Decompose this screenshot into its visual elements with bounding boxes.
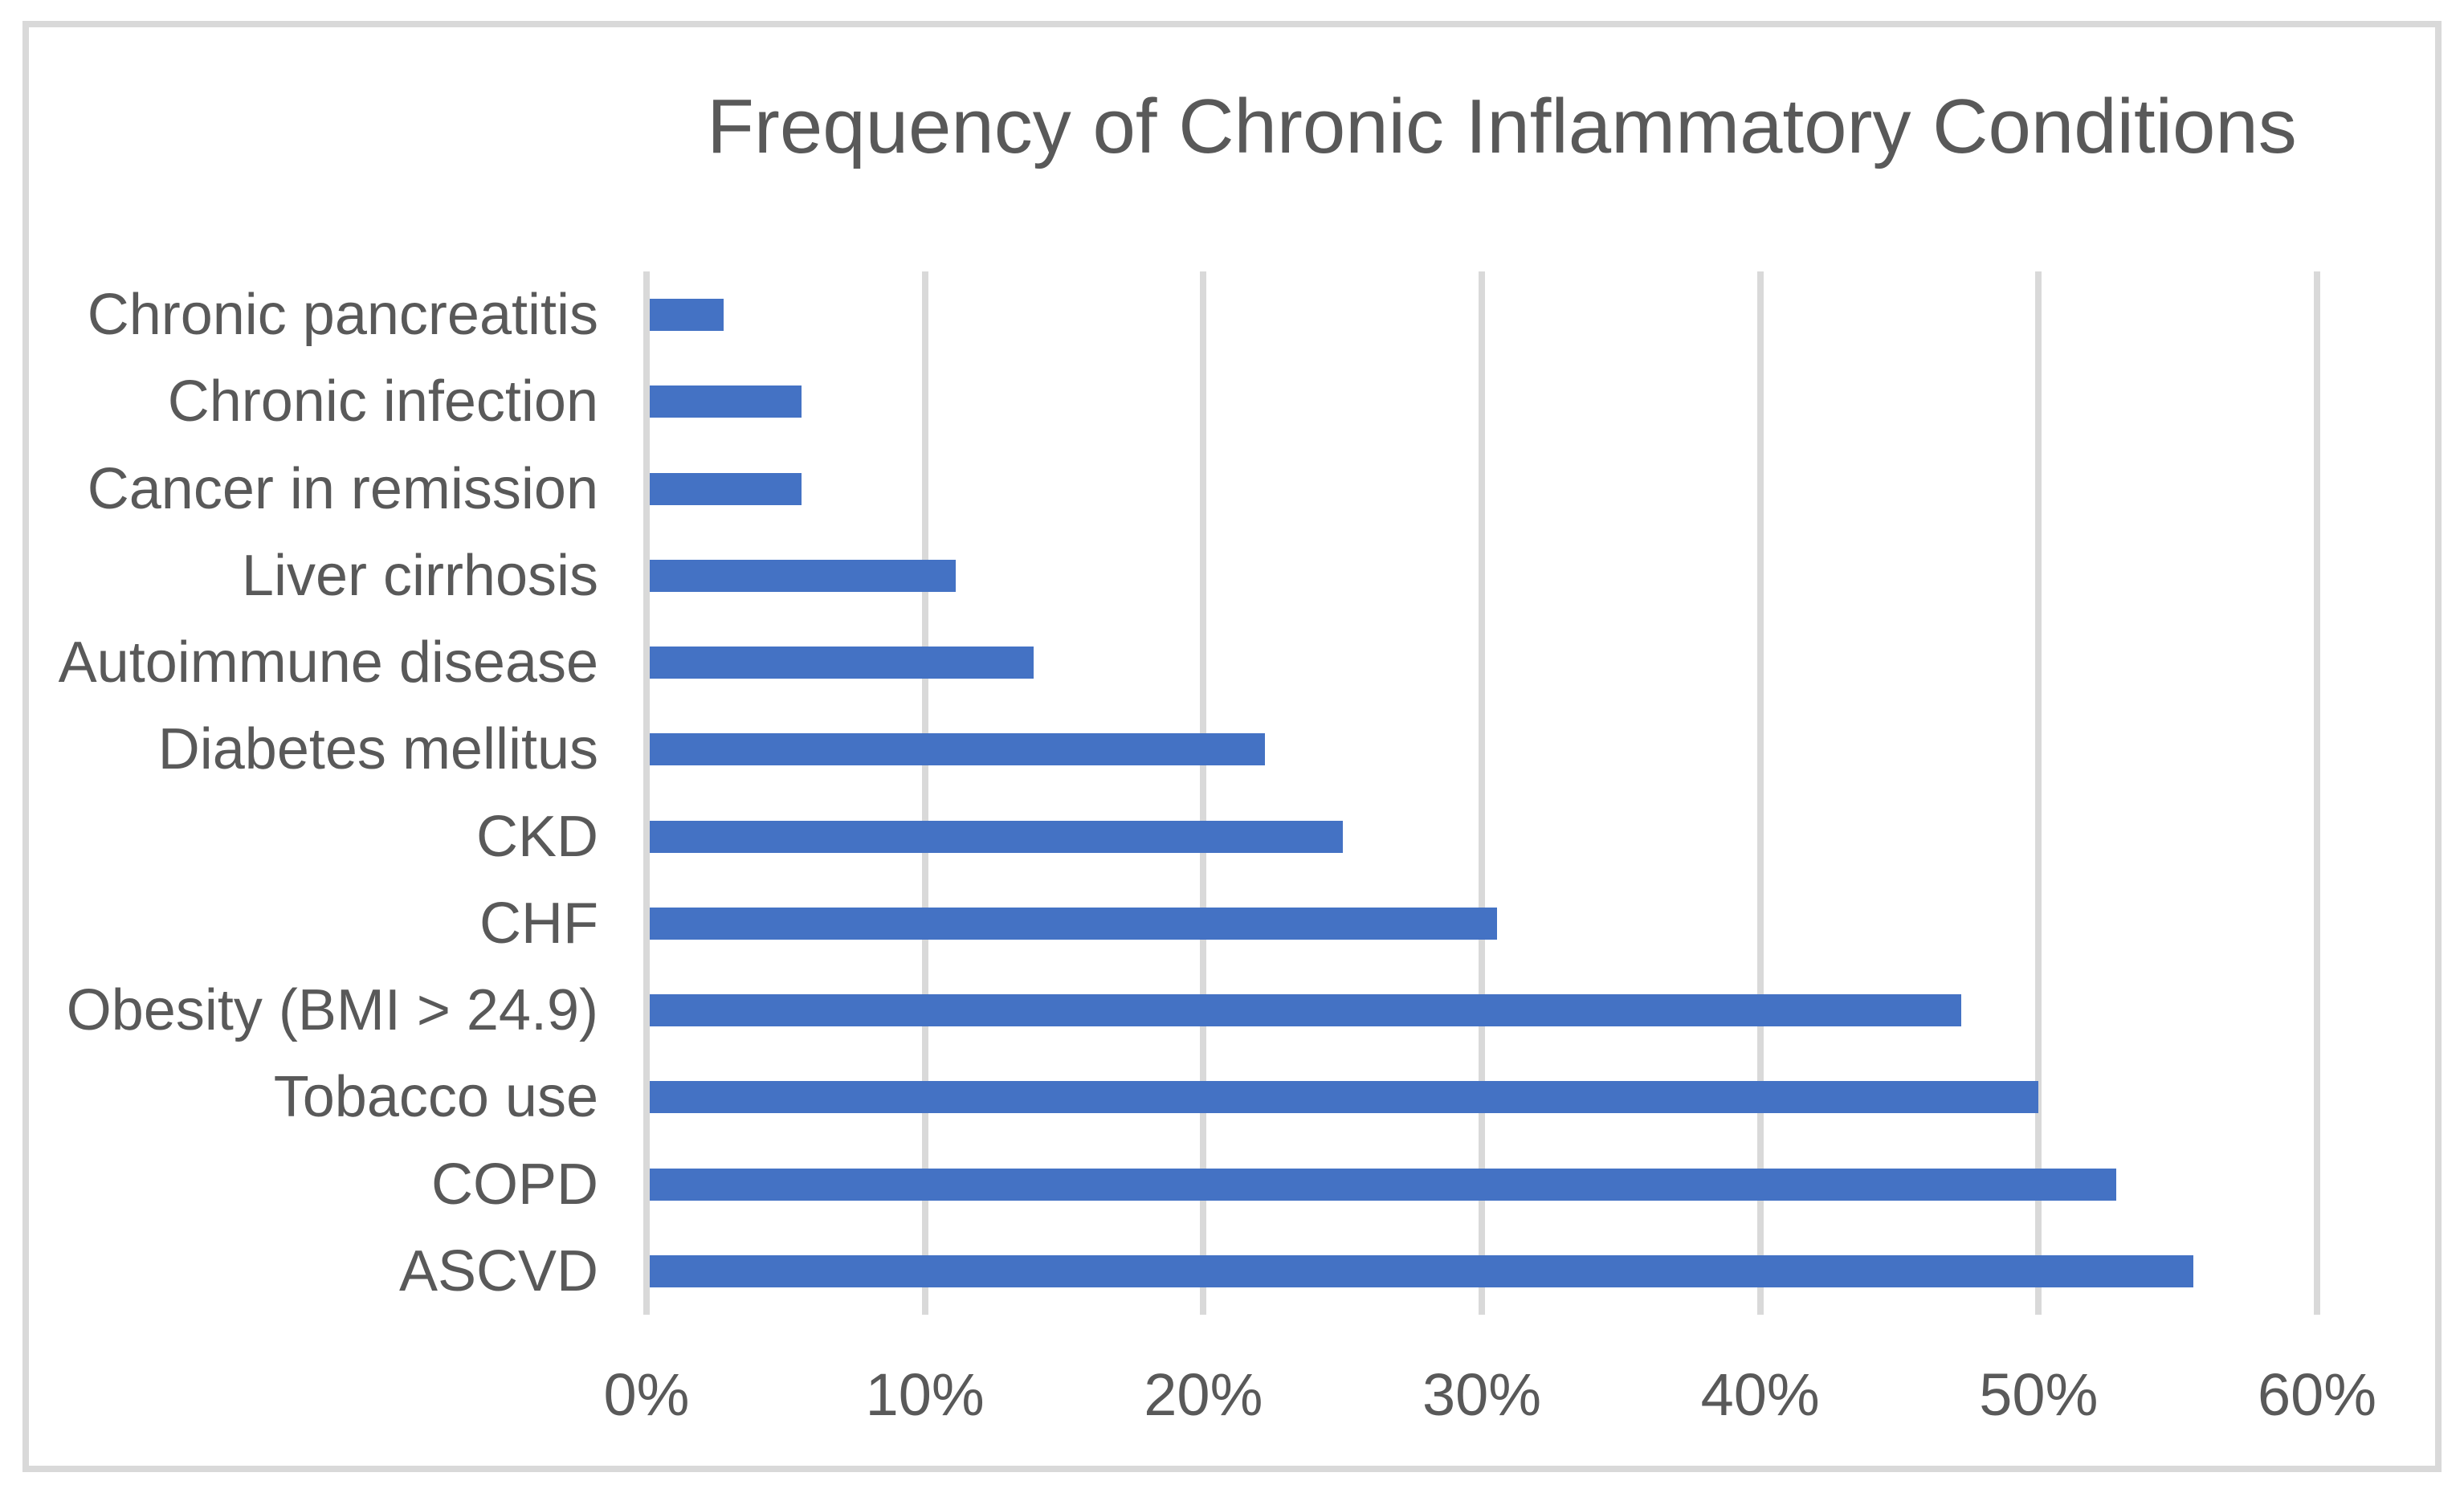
chart-bar bbox=[650, 1168, 2116, 1201]
x-tick-label: 0% bbox=[603, 1361, 690, 1428]
gridline bbox=[1756, 271, 1764, 1315]
value-axis-line bbox=[643, 271, 650, 1315]
category-label: Diabetes mellitus bbox=[157, 717, 598, 782]
chart-bar bbox=[650, 559, 957, 592]
category-label: ASCVD bbox=[398, 1238, 598, 1303]
chart-bar bbox=[650, 820, 1343, 853]
x-tick-label: 10% bbox=[865, 1361, 985, 1428]
x-tick-label: 20% bbox=[1144, 1361, 1263, 1428]
gridline bbox=[921, 271, 928, 1315]
chart-bar bbox=[650, 907, 1498, 940]
chart-bar bbox=[650, 994, 1961, 1027]
category-label: COPD bbox=[430, 1152, 598, 1217]
category-label: Tobacco use bbox=[273, 1065, 598, 1130]
category-label: Liver cirrhosis bbox=[241, 543, 598, 608]
chart-bar bbox=[650, 1254, 2194, 1287]
category-label: Chronic pancreatitis bbox=[87, 283, 598, 348]
x-tick-label: 40% bbox=[1700, 1361, 1820, 1428]
category-label: CKD bbox=[475, 804, 598, 869]
category-label: Autoimmune disease bbox=[58, 630, 598, 696]
category-label: Chronic infection bbox=[167, 369, 598, 434]
chart-bar bbox=[650, 647, 1034, 679]
category-label: CHF bbox=[479, 891, 598, 956]
gridline bbox=[1200, 271, 1207, 1315]
x-tick-label: 30% bbox=[1422, 1361, 1542, 1428]
category-label: Cancer in remission bbox=[87, 456, 598, 521]
gridline bbox=[2314, 271, 2320, 1315]
category-label: Obesity (BMI > 24.9) bbox=[66, 978, 598, 1043]
chart-bar bbox=[650, 472, 802, 505]
chart-bar bbox=[650, 385, 802, 418]
chart-title: Frequency of Chronic Inflammatory Condit… bbox=[707, 84, 2297, 169]
chart-bar bbox=[650, 299, 724, 332]
chart-bar bbox=[650, 733, 1266, 766]
chart-bar bbox=[650, 1081, 2039, 1114]
x-tick-label: 60% bbox=[2257, 1361, 2377, 1428]
gridline bbox=[2035, 271, 2042, 1315]
gridline bbox=[1479, 271, 1485, 1315]
x-tick-label: 50% bbox=[1979, 1361, 2099, 1428]
